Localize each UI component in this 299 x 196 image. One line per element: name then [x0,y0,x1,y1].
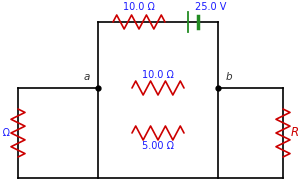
Text: 10.0 Ω: 10.0 Ω [123,2,155,12]
Text: 5.00 Ω: 5.00 Ω [0,128,10,138]
Text: R: R [291,126,299,140]
Text: a: a [84,72,90,82]
Text: b: b [226,72,233,82]
Text: 5.00 Ω: 5.00 Ω [142,141,174,151]
Text: 25.0 V: 25.0 V [195,2,227,12]
Text: 10.0 Ω: 10.0 Ω [142,70,174,80]
